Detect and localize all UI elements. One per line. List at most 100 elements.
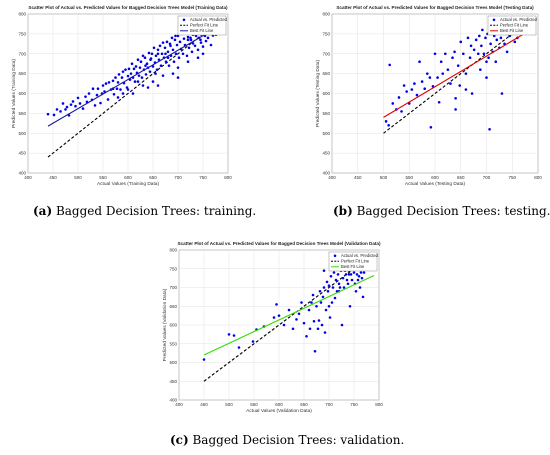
data-point — [458, 84, 462, 87]
data-point — [96, 87, 100, 91]
data-point — [119, 88, 122, 91]
data-point — [141, 84, 145, 87]
data-point — [161, 74, 165, 77]
data-point — [121, 92, 125, 95]
chart-title: Scatter Plot of Actual vs. Predicted Val… — [177, 241, 380, 246]
data-point — [494, 60, 498, 63]
legend-label: Actual vs. Predicted — [500, 17, 538, 22]
data-point — [350, 278, 354, 282]
data-point — [384, 120, 388, 123]
data-point — [132, 67, 136, 71]
data-point — [275, 303, 278, 306]
y-tick-label: 800 — [18, 12, 26, 17]
data-point — [161, 41, 165, 44]
data-point — [163, 46, 167, 50]
data-point — [444, 52, 447, 56]
data-point — [165, 40, 169, 44]
data-point — [145, 62, 149, 65]
data-point — [489, 42, 492, 46]
data-point — [317, 319, 321, 322]
x-tick-label: 800 — [224, 175, 232, 180]
data-point — [160, 52, 164, 56]
data-point — [126, 74, 130, 78]
data-point — [126, 88, 130, 91]
data-point — [341, 276, 345, 280]
data-point — [277, 314, 281, 317]
data-point — [342, 286, 346, 289]
data-point — [469, 44, 473, 48]
x-tick-label: 700 — [483, 175, 491, 180]
x-tick-label: 700 — [325, 402, 333, 407]
x-tick-label: 500 — [74, 175, 82, 180]
data-point — [302, 321, 306, 325]
data-point — [307, 308, 311, 312]
x-tick-label: 600 — [275, 402, 283, 407]
data-point — [356, 278, 360, 282]
data-point — [131, 92, 135, 95]
data-point — [150, 52, 154, 56]
best-fit-line — [383, 34, 523, 118]
caption-training: (a) Bagged Decision Trees: training. — [33, 204, 256, 218]
y-tick-label: 600 — [322, 91, 330, 96]
data-point — [155, 68, 159, 71]
data-point — [104, 82, 108, 85]
data-point — [464, 72, 468, 75]
y-tick-label: 750 — [322, 31, 330, 36]
data-point — [154, 72, 157, 75]
y-tick-label: 450 — [169, 379, 177, 384]
data-point — [405, 90, 408, 93]
data-point — [99, 101, 102, 105]
data-point — [64, 108, 67, 111]
data-point — [297, 312, 301, 316]
data-point — [156, 84, 160, 87]
data-point — [400, 110, 403, 113]
data-point — [143, 56, 147, 60]
legend-box — [328, 251, 378, 272]
data-point — [388, 63, 391, 67]
legend-label: Perfect Fit Line — [190, 23, 219, 28]
x-tick-label: 500 — [380, 175, 388, 180]
best-fit-line — [47, 29, 214, 127]
x-tick-label: 750 — [508, 175, 516, 180]
caption-validation: (c) Bagged Decision Trees: validation. — [170, 433, 404, 447]
data-point — [164, 60, 168, 63]
data-point — [354, 289, 358, 293]
data-point — [61, 102, 65, 105]
data-point — [328, 316, 332, 319]
data-point — [196, 48, 200, 52]
x-tick-label: 450 — [49, 175, 57, 180]
x-tick-label: 650 — [457, 175, 465, 180]
data-point — [413, 82, 416, 85]
x-tick-label: 750 — [199, 175, 207, 180]
data-point — [69, 103, 73, 106]
y-tick-label: 750 — [169, 266, 177, 271]
data-point — [111, 79, 115, 83]
data-point — [156, 52, 160, 56]
data-point — [84, 95, 87, 98]
data-point — [329, 274, 333, 278]
data-point — [121, 70, 125, 73]
legend-marker-points — [333, 254, 337, 258]
data-point — [358, 286, 362, 289]
data-point — [500, 92, 504, 95]
data-point — [359, 271, 363, 274]
data-point — [487, 56, 490, 60]
data-point — [439, 60, 443, 63]
data-point — [189, 38, 193, 42]
data-point — [159, 64, 163, 67]
data-point — [175, 43, 179, 47]
data-point — [470, 92, 474, 95]
y-tick-label: 400 — [322, 171, 330, 176]
data-point — [176, 34, 180, 38]
perfect-fit-line — [203, 260, 365, 382]
data-point — [116, 96, 120, 99]
data-point — [178, 40, 182, 44]
data-point — [295, 318, 298, 321]
data-point — [305, 334, 308, 338]
data-point — [287, 308, 291, 312]
x-tick-label: 600 — [124, 175, 132, 180]
data-point — [124, 68, 127, 71]
data-point — [352, 271, 356, 274]
data-point — [101, 84, 105, 87]
data-point — [144, 73, 148, 76]
